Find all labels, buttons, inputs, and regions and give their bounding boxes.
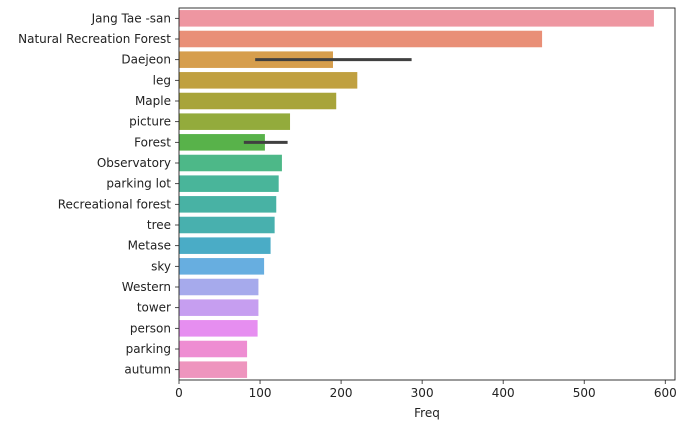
bar bbox=[179, 299, 259, 316]
bar bbox=[179, 278, 259, 296]
y-tick-label: parking lot bbox=[106, 177, 171, 191]
bar bbox=[179, 216, 275, 234]
y-tick-label: Daejeon bbox=[121, 53, 171, 67]
plot-frame bbox=[178, 7, 676, 381]
y-tick-label: Jang Tae -san bbox=[91, 11, 171, 25]
y-tick-label: autumn bbox=[124, 363, 171, 377]
y-tick-label: Recreational forest bbox=[58, 197, 172, 211]
y-tick-label: tree bbox=[147, 218, 171, 232]
x-tick-label: 300 bbox=[411, 386, 434, 400]
bar bbox=[179, 30, 543, 48]
bar bbox=[179, 196, 277, 213]
y-tick-label: Natural Recreation Forest bbox=[18, 32, 171, 46]
bar bbox=[179, 154, 282, 172]
y-tick-label: picture bbox=[129, 115, 171, 129]
x-tick-label: 0 bbox=[175, 386, 183, 400]
bar bbox=[179, 72, 358, 89]
x-tick-label: 200 bbox=[330, 386, 353, 400]
y-tick-label: parking bbox=[126, 342, 171, 356]
y-tick-label: tower bbox=[137, 301, 171, 315]
y-tick-label: person bbox=[130, 321, 171, 335]
y-axis-labels: Jang Tae -san Natural Recreation Forest Da… bbox=[18, 11, 179, 377]
error-bars-layer bbox=[243, 58, 412, 144]
x-tick-label: 600 bbox=[654, 386, 677, 400]
bar bbox=[179, 361, 248, 378]
x-tick-label: 500 bbox=[573, 386, 596, 400]
bar bbox=[179, 175, 279, 192]
x-tick-label: 100 bbox=[249, 386, 272, 400]
bar bbox=[179, 237, 271, 254]
bar bbox=[179, 113, 291, 130]
bar bbox=[179, 320, 258, 337]
x-tick-label: 400 bbox=[492, 386, 515, 400]
bar bbox=[179, 92, 337, 110]
y-tick-label: leg bbox=[153, 73, 171, 87]
bar bbox=[179, 134, 265, 151]
y-tick-label: sky bbox=[151, 259, 171, 273]
y-tick-label: Western bbox=[122, 280, 171, 294]
bar bbox=[179, 10, 654, 27]
y-tick-label: Metase bbox=[128, 239, 171, 253]
bar bbox=[179, 258, 265, 275]
y-tick-label: Maple bbox=[135, 94, 171, 108]
x-axis-title: Freq bbox=[414, 406, 440, 420]
y-tick-label: Forest bbox=[134, 135, 171, 149]
y-tick-label: Observatory bbox=[97, 156, 171, 170]
bar bbox=[179, 340, 248, 358]
bars-layer bbox=[179, 10, 654, 378]
x-axis: 0 100 200 300 400 500 600 bbox=[175, 380, 677, 400]
